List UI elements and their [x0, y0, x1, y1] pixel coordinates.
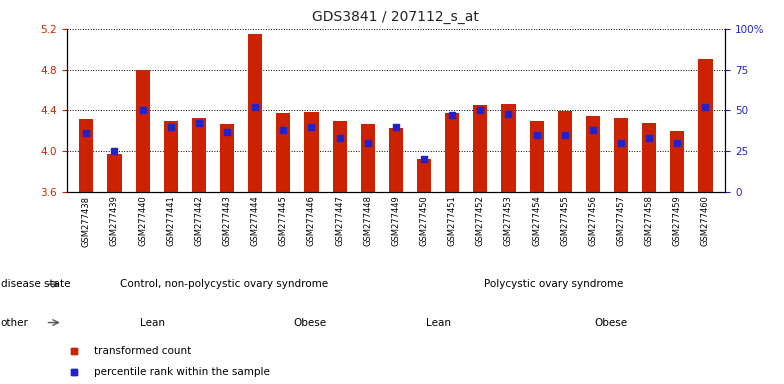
- Text: Control, non-polycystic ovary syndrome: Control, non-polycystic ovary syndrome: [120, 279, 328, 289]
- Bar: [249, 34, 262, 192]
- Text: GSM277454: GSM277454: [532, 195, 541, 246]
- Point: [418, 156, 430, 162]
- Text: GSM277449: GSM277449: [391, 195, 401, 246]
- Text: GSM277439: GSM277439: [110, 195, 119, 247]
- Point: [530, 132, 543, 138]
- Point: [68, 369, 81, 376]
- Bar: [670, 131, 684, 192]
- Text: GDS3841 / 207112_s_at: GDS3841 / 207112_s_at: [313, 10, 479, 23]
- Point: [80, 130, 93, 136]
- Bar: [276, 113, 290, 192]
- Text: Lean: Lean: [426, 318, 452, 328]
- Point: [361, 140, 374, 146]
- Point: [671, 140, 684, 146]
- Text: GSM277457: GSM277457: [616, 195, 626, 247]
- Bar: [642, 122, 656, 192]
- Point: [221, 129, 234, 135]
- Point: [68, 348, 81, 354]
- Text: GSM277445: GSM277445: [279, 195, 288, 246]
- Text: GSM277456: GSM277456: [589, 195, 597, 247]
- Text: GSM277450: GSM277450: [419, 195, 429, 246]
- Bar: [530, 121, 543, 192]
- Point: [643, 135, 655, 141]
- Text: GSM277448: GSM277448: [363, 195, 372, 247]
- Point: [446, 112, 459, 118]
- Text: GSM277444: GSM277444: [251, 195, 260, 246]
- Bar: [136, 70, 150, 192]
- Text: Obese: Obese: [594, 318, 627, 328]
- Point: [474, 107, 487, 114]
- Bar: [164, 121, 178, 192]
- Text: GSM277453: GSM277453: [504, 195, 513, 247]
- Text: GSM277455: GSM277455: [561, 195, 569, 246]
- Text: GSM277443: GSM277443: [223, 195, 231, 247]
- Text: other: other: [1, 318, 29, 328]
- Bar: [332, 121, 347, 192]
- Text: transformed count: transformed count: [94, 346, 191, 356]
- Text: GSM277442: GSM277442: [194, 195, 203, 246]
- Bar: [79, 119, 93, 192]
- Point: [305, 124, 318, 130]
- Text: GSM277438: GSM277438: [82, 195, 91, 247]
- Text: percentile rank within the sample: percentile rank within the sample: [94, 367, 270, 377]
- Point: [615, 140, 627, 146]
- Text: GSM277446: GSM277446: [307, 195, 316, 247]
- Bar: [192, 118, 206, 192]
- Bar: [220, 124, 234, 192]
- Text: GSM277460: GSM277460: [701, 195, 710, 247]
- Point: [333, 135, 346, 141]
- Bar: [557, 111, 572, 192]
- Point: [136, 107, 149, 114]
- Bar: [361, 124, 375, 192]
- Text: GSM277440: GSM277440: [138, 195, 147, 246]
- Text: GSM277447: GSM277447: [335, 195, 344, 247]
- Bar: [445, 113, 459, 192]
- Point: [558, 132, 571, 138]
- Bar: [304, 113, 318, 192]
- Text: Polycystic ovary syndrome: Polycystic ovary syndrome: [484, 279, 623, 289]
- Point: [586, 127, 599, 133]
- Point: [699, 104, 712, 110]
- Bar: [614, 118, 628, 192]
- Text: GSM277459: GSM277459: [673, 195, 682, 246]
- Text: GSM277451: GSM277451: [448, 195, 457, 246]
- Point: [108, 148, 121, 154]
- Point: [277, 127, 289, 133]
- Point: [249, 104, 262, 110]
- Bar: [474, 105, 488, 192]
- Bar: [502, 104, 516, 192]
- Text: Lean: Lean: [140, 318, 165, 328]
- Point: [193, 120, 205, 126]
- Text: GSM277441: GSM277441: [166, 195, 176, 246]
- Bar: [586, 116, 600, 192]
- Bar: [389, 128, 403, 192]
- Bar: [417, 159, 431, 192]
- Point: [165, 124, 177, 130]
- Text: GSM277458: GSM277458: [644, 195, 654, 247]
- Text: GSM277452: GSM277452: [476, 195, 485, 246]
- Point: [503, 111, 515, 117]
- Point: [390, 124, 402, 130]
- Bar: [699, 60, 713, 192]
- Bar: [107, 154, 122, 192]
- Text: Obese: Obese: [293, 318, 327, 328]
- Text: disease state: disease state: [1, 279, 71, 289]
